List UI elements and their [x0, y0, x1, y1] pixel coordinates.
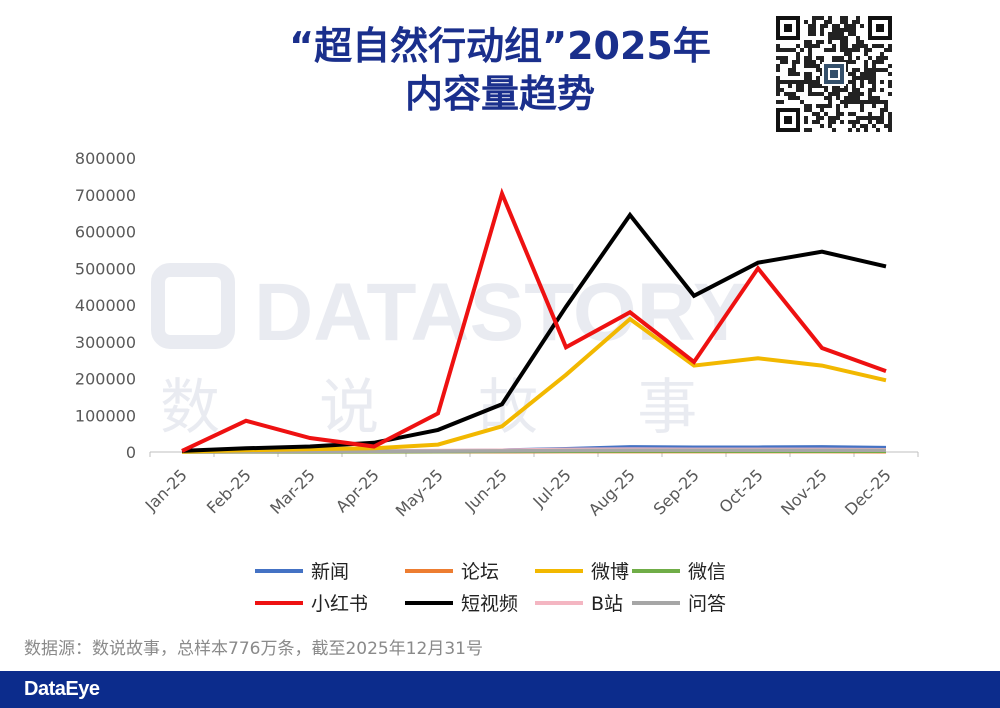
- legend-label: 论坛: [461, 561, 499, 583]
- legend-label: 小红书: [311, 593, 368, 615]
- x-tick-label: Jun-25: [461, 465, 511, 515]
- y-tick-label: 700000: [75, 186, 136, 205]
- x-tick-label: Mar-25: [266, 465, 319, 518]
- x-tick-label: May-25: [392, 465, 447, 520]
- x-tick-label: Aug-25: [585, 465, 639, 519]
- x-tick-label: Nov-25: [777, 465, 831, 519]
- line-chart: DATASTORY 数 说 故 事 0 100000 200000 300000 400…: [75, 149, 919, 615]
- x-tick-label: Jan-25: [141, 465, 191, 515]
- series-line-8: [181, 448, 887, 454]
- y-tick-label: 0: [126, 443, 136, 462]
- y-axis: 0 100000 200000 300000 400000 500000 600000 700…: [75, 149, 136, 462]
- legend-label: 新闻: [311, 561, 349, 583]
- y-tick-label: 200000: [75, 370, 136, 389]
- series-line-6: [181, 211, 887, 453]
- legend-label: 微信: [688, 561, 726, 583]
- y-tick-label: 100000: [75, 406, 136, 425]
- legend-label: 微博: [591, 561, 629, 583]
- x-axis: Jan-25 Feb-25 Mar-25 Apr-25 May-25 Jun-25 Jul-…: [141, 451, 919, 521]
- x-tick-label: Dec-25: [841, 465, 895, 519]
- x-tick-label: Apr-25: [332, 465, 383, 516]
- y-tick-label: 400000: [75, 296, 136, 315]
- y-tick-label: 300000: [75, 333, 136, 352]
- watermark-logo-icon: [151, 263, 235, 349]
- qr-code-icon: [776, 16, 892, 132]
- chart-title-line2: 内容量趋势: [404, 72, 595, 116]
- data-source-note: 数据源：数说故事，总样本776万条，截至2025年12月31号: [24, 639, 483, 659]
- watermark: DATASTORY 数 说 故 事: [151, 263, 748, 443]
- series-lines: [181, 187, 887, 454]
- x-tick-label: Feb-25: [203, 465, 255, 517]
- legend-label: B站: [591, 593, 623, 615]
- legend-label: 问答: [688, 593, 726, 615]
- x-tick-label: Sep-25: [650, 465, 703, 518]
- footer-bar: DataEye: [0, 671, 1000, 708]
- y-tick-label: 500000: [75, 259, 136, 278]
- y-tick-label: 600000: [75, 223, 136, 242]
- x-tick-label: Oct-25: [715, 465, 766, 516]
- series-line-5: [181, 187, 887, 453]
- chart-title-line1: “超自然行动组”2025年: [289, 24, 711, 68]
- series-line-3: [181, 316, 887, 454]
- brand-logo: DataEye: [24, 678, 100, 700]
- x-tick-label: Jul-25: [529, 465, 575, 511]
- legend-label: 短视频: [461, 593, 518, 615]
- y-tick-label: 800000: [75, 149, 136, 168]
